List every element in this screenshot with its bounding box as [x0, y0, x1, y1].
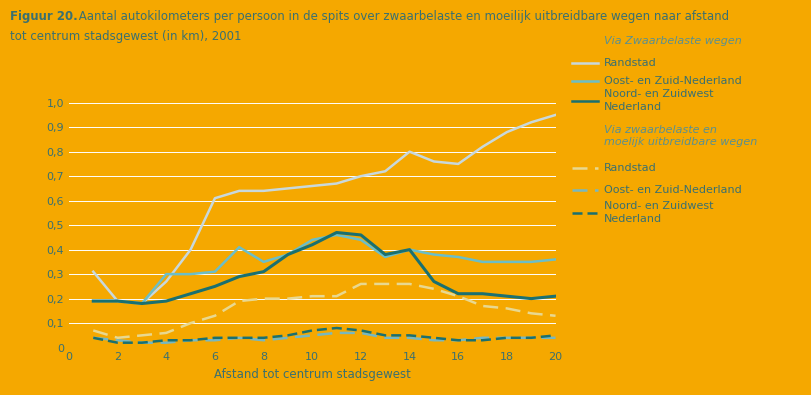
Text: Noord- en Zuidwest: Noord- en Zuidwest [604, 201, 714, 211]
Text: Figuur 20.: Figuur 20. [10, 10, 78, 23]
Text: Via Zwaarbelaste wegen: Via Zwaarbelaste wegen [604, 36, 742, 47]
Text: Randstad: Randstad [604, 163, 657, 173]
Text: Via zwaarbelaste en: Via zwaarbelaste en [604, 125, 717, 135]
Text: moelijk uitbreidbare wegen: moelijk uitbreidbare wegen [604, 137, 757, 147]
Text: Noord- en Zuidwest: Noord- en Zuidwest [604, 88, 714, 99]
Text: Nederland: Nederland [604, 102, 663, 112]
Text: Nederland: Nederland [604, 214, 663, 224]
Text: Oost- en Zuid-Nederland: Oost- en Zuid-Nederland [604, 184, 742, 195]
Text: Randstad: Randstad [604, 58, 657, 68]
X-axis label: Afstand tot centrum stadsgewest: Afstand tot centrum stadsgewest [214, 368, 410, 381]
Text: Oost- en Zuid-Nederland: Oost- en Zuid-Nederland [604, 76, 742, 86]
Text: Aantal autokilometers per persoon in de spits over zwaarbelaste en moeilijk uitb: Aantal autokilometers per persoon in de … [75, 10, 730, 23]
Text: tot centrum stadsgewest (in km), 2001: tot centrum stadsgewest (in km), 2001 [10, 30, 241, 43]
